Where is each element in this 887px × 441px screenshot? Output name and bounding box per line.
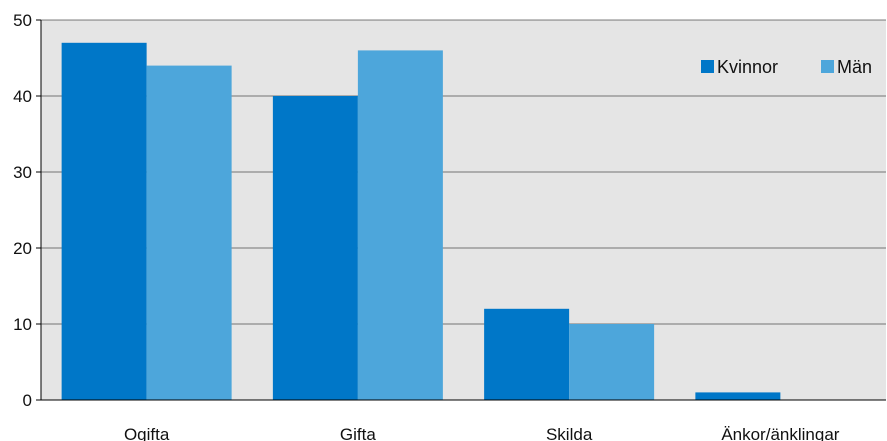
legend-label: Kvinnor (717, 57, 778, 77)
bar-kvinnor-0 (61, 42, 147, 401)
y-tick-label: 50 (13, 11, 32, 30)
x-tick-label: Änkor/änklingar (721, 425, 839, 441)
y-tick-label: 30 (13, 163, 32, 182)
x-tick-label: Skilda (546, 425, 593, 441)
x-tick-label: Gifta (340, 425, 376, 441)
y-tick-label: 0 (23, 391, 32, 410)
bars (61, 42, 781, 401)
y-tick-label: 20 (13, 239, 32, 258)
y-tick-label: 40 (13, 87, 32, 106)
axes (40, 20, 886, 401)
y-tick-label: 10 (13, 315, 32, 334)
legend-label: Män (837, 57, 872, 77)
legend: Kvinnor Män (701, 57, 872, 77)
legend-swatch (701, 60, 714, 73)
bar-m-n-0 (146, 65, 232, 400)
bar-m-n-2 (569, 324, 655, 400)
x-tick-label: Ogifta (124, 425, 170, 441)
bar-kvinnor-1 (272, 96, 358, 400)
legend-swatch (821, 60, 834, 73)
bar-m-n-1 (357, 50, 443, 401)
bar-kvinnor-3 (695, 392, 781, 400)
x-tick-labels: Ogifta Gifta Skilda Änkor/änklingar (124, 425, 840, 441)
bar-kvinnor-2 (484, 308, 570, 400)
y-tick-labels: 0 10 20 30 40 50 (13, 11, 32, 410)
